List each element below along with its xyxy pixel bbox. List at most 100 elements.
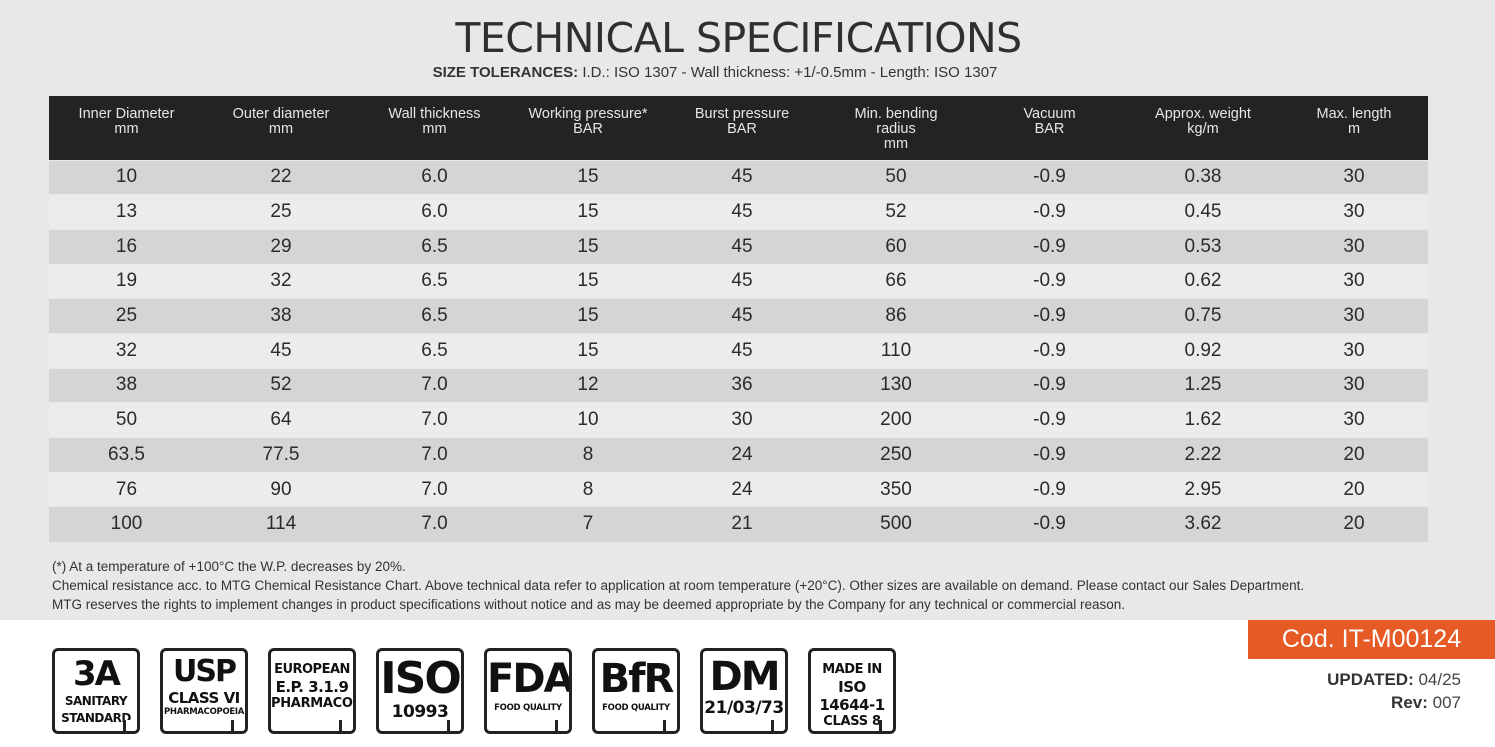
table-cell: 7.0 [358, 368, 511, 403]
table-cell: 200 [819, 402, 973, 438]
table-cell: 30 [1280, 402, 1428, 438]
table-cell: 30 [1280, 229, 1428, 265]
table-cell: 7.0 [358, 472, 511, 507]
table-cell: 60 [819, 229, 973, 265]
table-cell: 20 [1280, 437, 1428, 473]
table-cell: 130 [819, 368, 973, 403]
table-cell: 3.62 [1126, 506, 1280, 542]
table-cell: 10 [511, 402, 665, 438]
column-header-line: mm [883, 136, 909, 152]
column-header-line: Outer diameter [232, 106, 330, 122]
column-header: Wall thickness mm [358, 96, 511, 160]
table-cell: 19 [49, 264, 204, 299]
column-header-line: BAR [1034, 121, 1065, 137]
table-row: 13 25 6.0 15 45 52 -0.9 0.45 30 [49, 194, 1428, 230]
table-cell: 45 [665, 298, 819, 334]
table-cell: 30 [1280, 333, 1428, 369]
badge-sub-text: 10993 [391, 702, 449, 722]
column-header-line: radius [876, 121, 916, 137]
column-header-line: Vacuum [1023, 106, 1076, 122]
table-row: 19 32 6.5 15 45 66 -0.9 0.62 30 [49, 264, 1428, 299]
certification-badge: USP CLASS VI PHARMACOPOEIA [160, 648, 248, 734]
product-code: Cod. IT-M00124 [1248, 620, 1495, 659]
table-row: 100 114 7.0 7 21 500 -0.9 3.62 20 [49, 506, 1428, 542]
footnotes: (*) At a temperature of +100°C the W.P. … [52, 557, 1304, 614]
certification-badge: FDA FOOD QUALITY [484, 648, 572, 734]
table-cell: 15 [511, 194, 665, 230]
certification-badge: BfR FOOD QUALITY [592, 648, 680, 734]
table-cell: 30 [1280, 368, 1428, 403]
table-cell: 350 [819, 472, 973, 507]
column-header-line: Working pressure* [528, 106, 648, 122]
table-cell: 100 [49, 506, 204, 542]
updated-label: UPDATED: [1327, 670, 1414, 689]
table-cell: 13 [49, 194, 204, 230]
table-cell: -0.9 [973, 506, 1126, 542]
table-row: 76 90 7.0 8 24 350 -0.9 2.95 20 [49, 472, 1428, 507]
certification-badge: ISO 10993 [376, 648, 464, 734]
table-cell: 6.5 [358, 264, 511, 299]
table-cell: 45 [665, 160, 819, 195]
table-cell: 36 [665, 368, 819, 403]
table-row: 63.5 77.5 7.0 8 24 250 -0.9 2.22 20 [49, 437, 1428, 473]
table-row: 32 45 6.5 15 45 110 -0.9 0.92 30 [49, 333, 1428, 369]
table-cell: 16 [49, 229, 204, 265]
badge-caption: PHARMACOPOEIA [163, 707, 245, 717]
column-header-line: Max. length [1316, 106, 1392, 122]
tolerances-label: SIZE TOLERANCES: [432, 64, 579, 81]
table-row: 10 22 6.0 15 45 50 -0.9 0.38 30 [49, 160, 1428, 195]
badge-caption: FOOD QUALITY [494, 703, 562, 713]
table-cell: 250 [819, 437, 973, 473]
table-cell: 30 [1280, 298, 1428, 334]
certification-badge: DM 21/03/73 [700, 648, 788, 734]
page-title: TECHNICAL SPECIFICATIONS [455, 14, 1022, 62]
table-cell: 500 [819, 506, 973, 542]
table-cell: 2.95 [1126, 472, 1280, 507]
rev-value: 007 [1427, 693, 1461, 712]
table-cell: -0.9 [973, 264, 1126, 299]
badge-caption: FOOD QUALITY [602, 703, 670, 713]
table-cell: 0.75 [1126, 298, 1280, 334]
badge-sub-text: ISO 14644-1 [819, 678, 885, 714]
table-cell: 20 [1280, 472, 1428, 507]
table-cell: 30 [1280, 194, 1428, 230]
table-cell: 21 [665, 506, 819, 542]
footnote-line: Chemical resistance acc. to MTG Chemical… [52, 578, 1305, 593]
rev-label: Rev: [1391, 693, 1428, 712]
table-cell: 76 [49, 472, 204, 507]
size-tolerances: SIZE TOLERANCES: I.D.: ISO 1307 - Wall t… [0, 64, 1430, 81]
table-cell: -0.9 [973, 160, 1126, 195]
table-cell: 38 [204, 298, 358, 334]
table-cell: 7.0 [358, 402, 511, 438]
table-cell: -0.9 [973, 402, 1126, 438]
table-cell: 8 [511, 472, 665, 507]
column-header-line: mm [422, 121, 447, 137]
table-cell: 114 [204, 506, 358, 542]
table-cell: 15 [511, 333, 665, 369]
table-cell: 52 [819, 194, 973, 230]
column-header: Burst pressure BAR [665, 96, 819, 160]
table-cell: 6.5 [358, 298, 511, 334]
table-cell: 30 [665, 402, 819, 438]
table-cell: 0.45 [1126, 194, 1280, 230]
table-cell: 12 [511, 368, 665, 403]
table-cell: 45 [665, 194, 819, 230]
table-cell: 0.92 [1126, 333, 1280, 369]
column-header-line: mm [268, 121, 294, 137]
column-header: Min. bending radius mm [819, 96, 973, 160]
table-cell: -0.9 [973, 472, 1126, 507]
table-body: 10 22 6.0 15 45 50 -0.9 0.38 30 13 25 6.0 15 45 52 -0.9… [49, 160, 1428, 542]
badge-caption: SANITARY [64, 694, 128, 708]
table-cell: 30 [1280, 160, 1428, 195]
tolerances-text: I.D.: ISO 1307 - Wall thickness: +1/-0.5… [578, 64, 998, 81]
table-cell: 30 [1280, 264, 1428, 299]
table-cell: -0.9 [973, 229, 1126, 265]
table-cell: 1.25 [1126, 368, 1280, 403]
table-cell: 25 [204, 194, 358, 230]
table-cell: 0.53 [1126, 229, 1280, 265]
table-cell: 6.5 [358, 333, 511, 369]
table-cell: 25 [49, 298, 204, 334]
table-cell: 29 [204, 229, 358, 265]
table-cell: 15 [511, 298, 665, 334]
